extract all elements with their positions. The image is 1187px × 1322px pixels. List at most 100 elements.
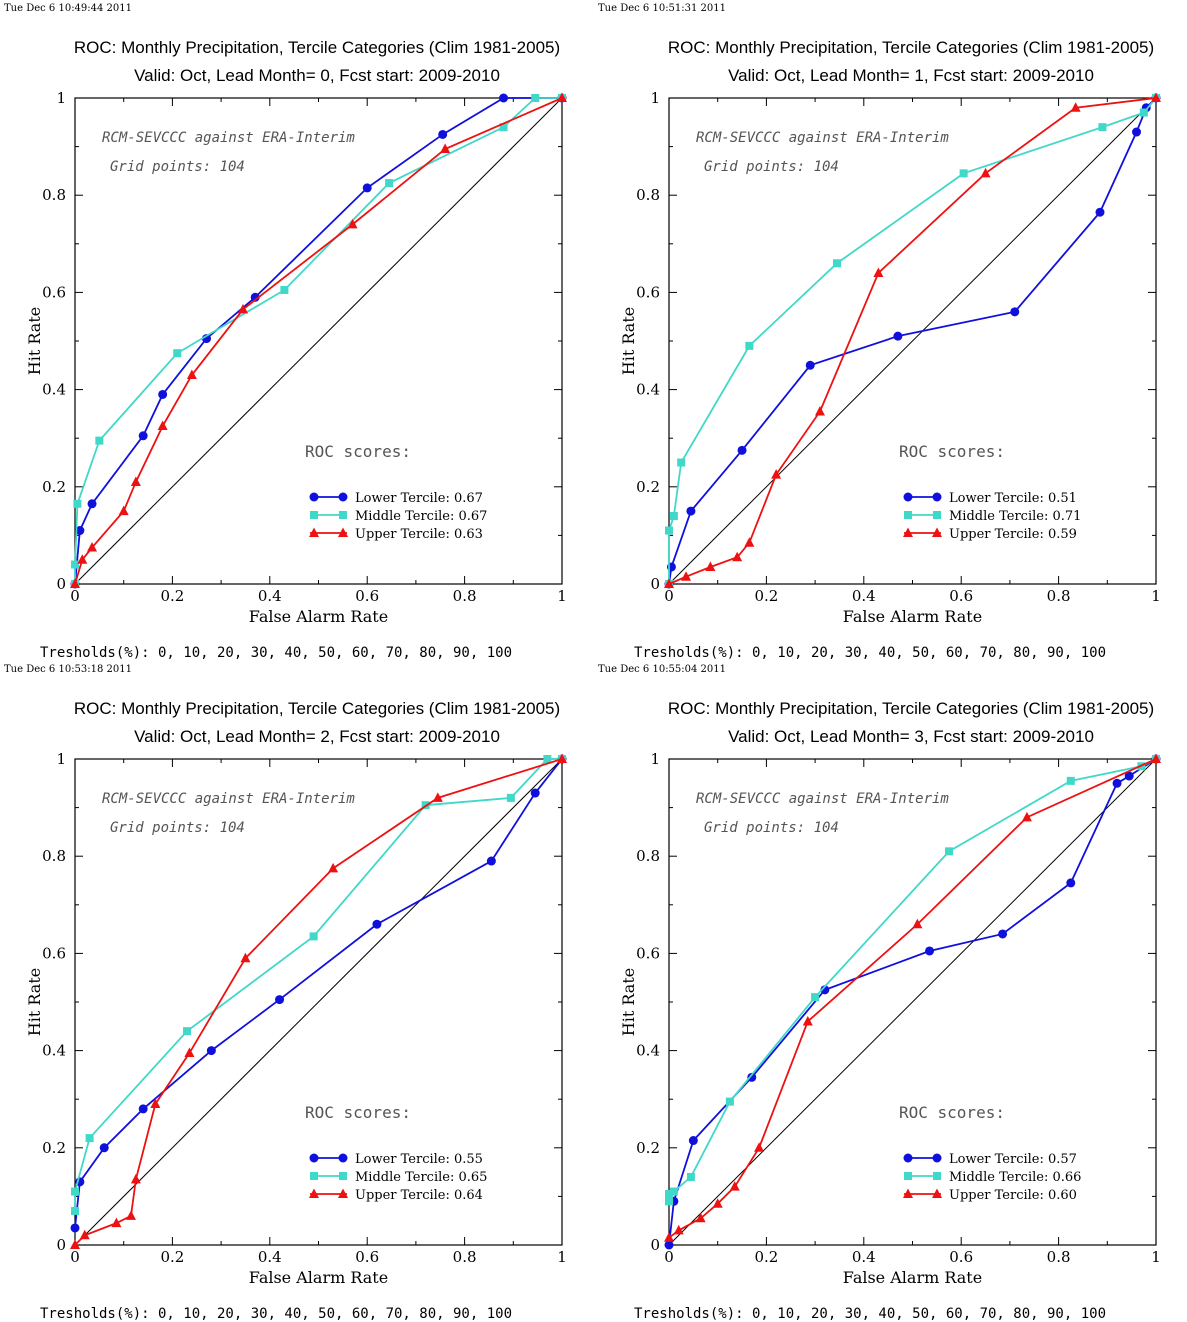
data-point-middle [669,1187,678,1196]
y-tick-label: 0.4 [636,1042,660,1060]
legend-label-lower: Lower Tercile: 0.67 [355,491,483,506]
data-point-middle [71,1187,79,1196]
x-axis-label: False Alarm Rate [249,607,388,626]
x-tick-label: 0.6 [949,1248,973,1266]
data-point-upper [328,862,339,873]
data-point-middle [531,94,540,102]
data-point-lower [1010,307,1020,317]
chart-title: ROC: Monthly Precipitation, Tercile Cate… [668,38,1154,57]
data-point-upper [912,918,923,929]
data-point-upper [440,143,451,154]
y-axis-label: Hit Rate [619,968,638,1036]
y-tick-label: 0.2 [636,1139,660,1157]
legend-label-middle: Middle Tercile: 0.65 [355,1170,487,1185]
data-point-lower [438,129,448,139]
data-point-lower [362,183,372,193]
data-point-middle [1066,776,1075,785]
no-skill-diagonal [668,97,1157,585]
data-point-middle [811,993,820,1002]
x-tick-label: 0.2 [160,1248,184,1266]
data-point-lower [805,360,815,370]
data-point-middle [309,932,318,941]
legend-label-upper: Upper Tercile: 0.60 [949,1188,1077,1203]
y-tick-label: 0.8 [42,186,66,204]
annotation-source: RCM-SEVCCC against ERA-Interim [102,791,355,807]
x-axis-label: False Alarm Rate [249,1268,388,1287]
no-skill-diagonal [74,758,563,1246]
y-tick-label: 1 [56,89,66,107]
data-point-upper [980,167,991,178]
chart-subtitle: Valid: Oct, Lead Month= 3, Fcst start: 2… [728,727,1094,746]
x-tick-label: 0.4 [258,587,282,605]
data-point-middle [725,1097,734,1106]
data-point-upper [432,792,443,802]
y-tick-label: 1 [56,750,66,768]
data-point-upper [873,267,884,277]
data-point-lower [688,1136,698,1146]
data-point-upper [87,542,98,552]
data-point-lower [1095,207,1105,217]
legend-marker-middle [933,1172,941,1180]
data-point-lower [737,445,747,455]
data-point-lower [138,431,148,441]
legend-label-middle: Middle Tercile: 0.66 [949,1170,1081,1185]
data-point-upper [744,537,755,547]
data-point-upper [347,218,358,229]
y-axis-label: Hit Rate [25,968,44,1036]
data-point-middle [280,285,289,294]
data-point-middle [1098,123,1107,132]
x-tick-label: 0.8 [1047,587,1071,605]
roc-panel-lead-2: Tue Dec 6 10:53:18 2011 ROC: Monthly Prec… [0,661,594,1322]
annotation-grid-points: Grid points: 104 [704,820,839,836]
data-point-lower [275,995,285,1005]
y-tick-label: 0.6 [636,944,660,962]
y-tick-label: 0.6 [42,283,66,301]
legend-marker-middle [339,1172,347,1180]
data-point-middle [71,560,79,569]
data-point-upper [664,578,674,588]
data-point-upper [1151,753,1161,763]
data-point-upper [1021,811,1032,822]
data-point-lower [1112,778,1122,788]
data-point-lower [486,856,496,866]
data-point-upper [130,476,141,486]
data-point-upper [238,303,249,314]
x-tick-label: 0.6 [355,587,379,605]
annotation-source: RCM-SEVCCC against ERA-Interim [102,130,355,146]
roc-chart-lead-0: Tue Dec 6 10:49:44 2011 ROC: Monthly Prec… [4,3,567,661]
data-point-lower [87,499,97,509]
x-tick-label: 1 [557,587,567,605]
series-line-middle [74,97,562,584]
series-line-lower [74,758,563,1229]
legend-marker-middle [933,511,941,519]
data-point-upper [771,469,782,479]
x-tick-label: 0.6 [355,1248,379,1266]
data-point-upper [681,571,692,581]
legend-marker-lower [338,492,348,502]
y-axis-label: Hit Rate [25,307,44,375]
y-tick-label: 0.4 [42,1042,66,1060]
annotation-grid-points: Grid points: 104 [110,159,245,175]
data-point-middle [506,793,515,802]
legend-marker-middle [904,1172,912,1180]
thresholds-label: Tresholds(%): 0, 10, 20, 30, 40, 50, 60,… [634,645,1106,661]
roc-panel-lead-0: Tue Dec 6 10:49:44 2011 ROC: Monthly Prec… [0,0,594,661]
data-point-middle [71,1206,79,1215]
data-point-lower [530,788,540,798]
legend-marker-upper [903,1188,913,1198]
legend-marker-upper [338,527,348,537]
data-point-middle [677,458,686,467]
roc-scores-heading: ROC scores: [305,1103,411,1122]
data-point-upper [70,1239,80,1249]
x-tick-label: 0.8 [1047,1248,1071,1266]
legend-marker-lower [932,492,942,502]
data-point-middle [945,847,954,856]
legend-marker-lower [903,1153,913,1163]
data-point-upper [695,1212,706,1223]
data-point-lower [206,1046,216,1056]
y-axis-label: Hit Rate [619,307,638,375]
y-tick-label: 0.2 [636,478,660,496]
data-point-lower [250,292,260,302]
data-point-upper [157,420,168,431]
